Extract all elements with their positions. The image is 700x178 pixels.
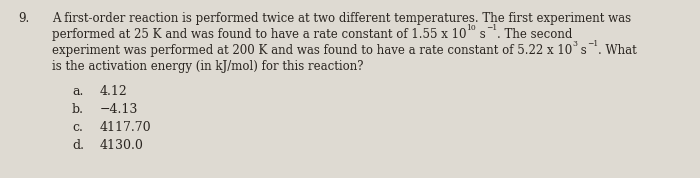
Text: is the activation energy (in kJ/mol) for this reaction?: is the activation energy (in kJ/mol) for…	[52, 60, 363, 73]
Text: −1: −1	[486, 24, 497, 32]
Text: 3: 3	[573, 40, 577, 48]
Text: . What: . What	[598, 44, 637, 57]
Text: 10: 10	[466, 24, 476, 32]
Text: 4130.0: 4130.0	[100, 139, 144, 152]
Text: . The second: . The second	[497, 28, 573, 41]
Text: s: s	[476, 28, 486, 41]
Text: performed at 25 K and was found to have a rate constant of 1.55 x 10: performed at 25 K and was found to have …	[52, 28, 466, 41]
Text: b.: b.	[72, 103, 84, 116]
Text: d.: d.	[72, 139, 84, 152]
Text: a.: a.	[72, 85, 83, 98]
Text: −4.13: −4.13	[100, 103, 139, 116]
Text: 9.: 9.	[18, 12, 29, 25]
Text: 4117.70: 4117.70	[100, 121, 152, 134]
Text: c.: c.	[72, 121, 83, 134]
Text: 4.12: 4.12	[100, 85, 127, 98]
Text: s: s	[578, 44, 587, 57]
Text: A first-order reaction is performed twice at two different temperatures. The fir: A first-order reaction is performed twic…	[52, 12, 631, 25]
Text: −1: −1	[587, 40, 598, 48]
Text: experiment was performed at 200 K and was found to have a rate constant of 5.22 : experiment was performed at 200 K and wa…	[52, 44, 573, 57]
